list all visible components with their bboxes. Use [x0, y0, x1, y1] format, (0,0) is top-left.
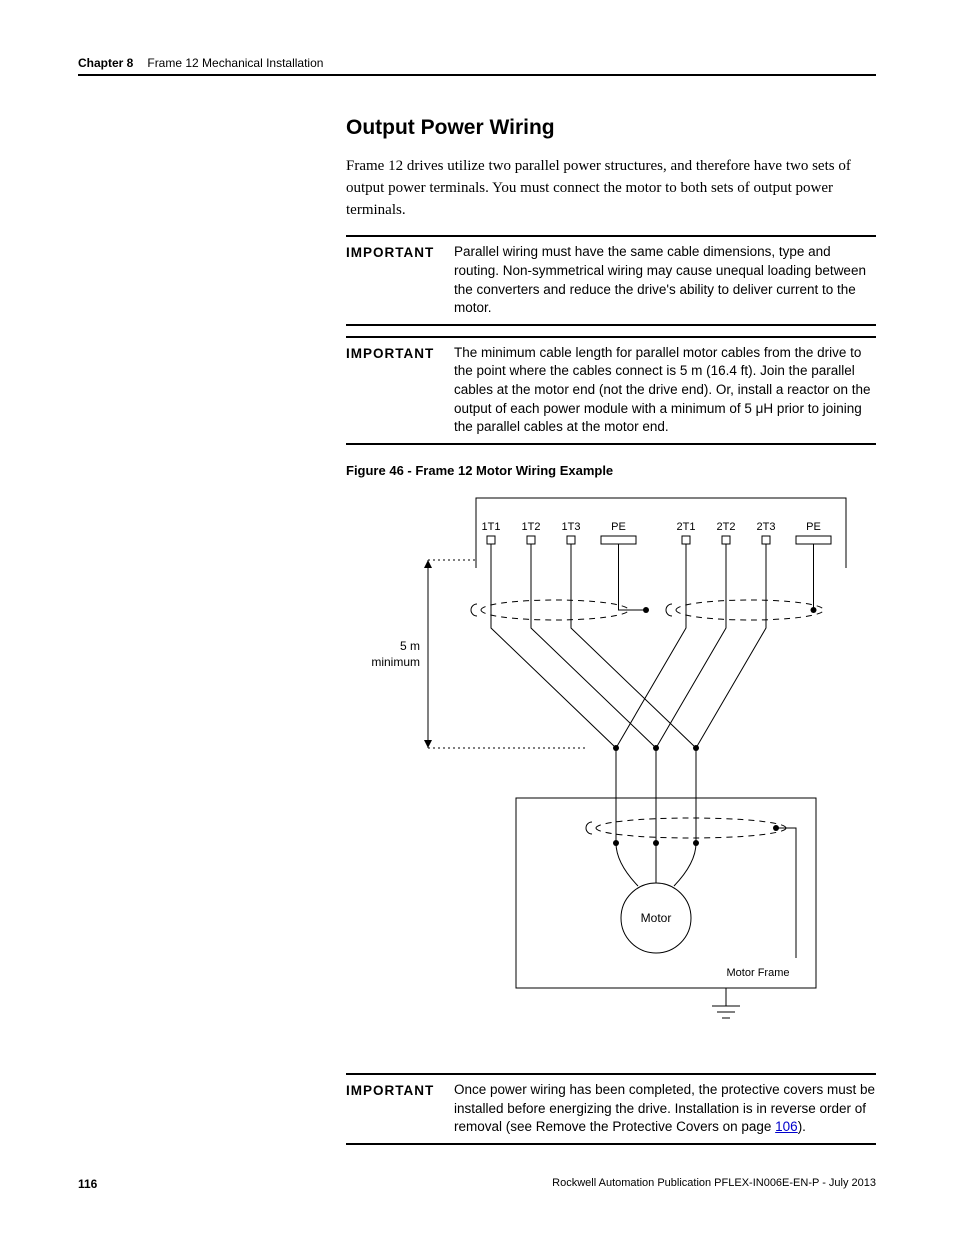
main-content: Output Power Wiring Frame 12 drives util… [346, 116, 876, 1145]
header-rule [78, 74, 876, 76]
important-text: Once power wiring has been completed, th… [454, 1081, 876, 1137]
important-label: IMPORTANT [346, 243, 454, 318]
svg-text:PE: PE [611, 521, 626, 533]
svg-text:minimum: minimum [371, 655, 420, 669]
chapter-title: Frame 12 Mechanical Installation [147, 56, 323, 70]
important-box-3: IMPORTANT Once power wiring has been com… [346, 1073, 876, 1145]
figure-caption: Figure 46 - Frame 12 Motor Wiring Exampl… [346, 463, 876, 478]
important-box-1: IMPORTANT Parallel wiring must have the … [346, 235, 876, 326]
chapter-label: Chapter 8 [78, 56, 133, 70]
svg-text:Motor: Motor [641, 911, 672, 925]
important-text: Parallel wiring must have the same cable… [454, 243, 876, 318]
svg-text:1T2: 1T2 [522, 521, 541, 533]
important-box-2: IMPORTANT The minimum cable length for p… [346, 336, 876, 445]
publication-id: Rockwell Automation Publication PFLEX-IN… [552, 1177, 876, 1191]
page-link[interactable]: 106 [775, 1119, 798, 1134]
important-label: IMPORTANT [346, 1081, 454, 1137]
important3-text-a: Once power wiring has been completed, th… [454, 1082, 875, 1134]
important-text: The minimum cable length for parallel mo… [454, 344, 876, 437]
svg-text:PE: PE [806, 521, 821, 533]
page-header: Chapter 8 Frame 12 Mechanical Installati… [78, 56, 876, 70]
wiring-diagram: 1T1 1T2 1T3 PE 2T1 2T2 2T3 PE Motor Motor Frame 5 … [366, 488, 856, 1053]
wiring-diagram-svg: 1T1 1T2 1T3 PE 2T1 2T2 2T3 PE Motor Motor Frame 5 … [366, 488, 856, 1048]
section-title: Output Power Wiring [346, 116, 876, 140]
important-label: IMPORTANT [346, 344, 454, 437]
important3-text-b: ). [798, 1119, 806, 1134]
page-number: 116 [78, 1177, 97, 1191]
svg-text:2T3: 2T3 [757, 521, 776, 533]
svg-text:2T2: 2T2 [717, 521, 736, 533]
page-footer: 116 Rockwell Automation Publication PFLE… [78, 1177, 876, 1191]
svg-text:Motor Frame: Motor Frame [727, 967, 790, 979]
svg-text:2T1: 2T1 [677, 521, 696, 533]
svg-text:1T3: 1T3 [562, 521, 581, 533]
svg-text:1T1: 1T1 [482, 521, 501, 533]
intro-paragraph: Frame 12 drives utilize two parallel pow… [346, 156, 876, 221]
svg-text:5 m: 5 m [400, 639, 420, 653]
